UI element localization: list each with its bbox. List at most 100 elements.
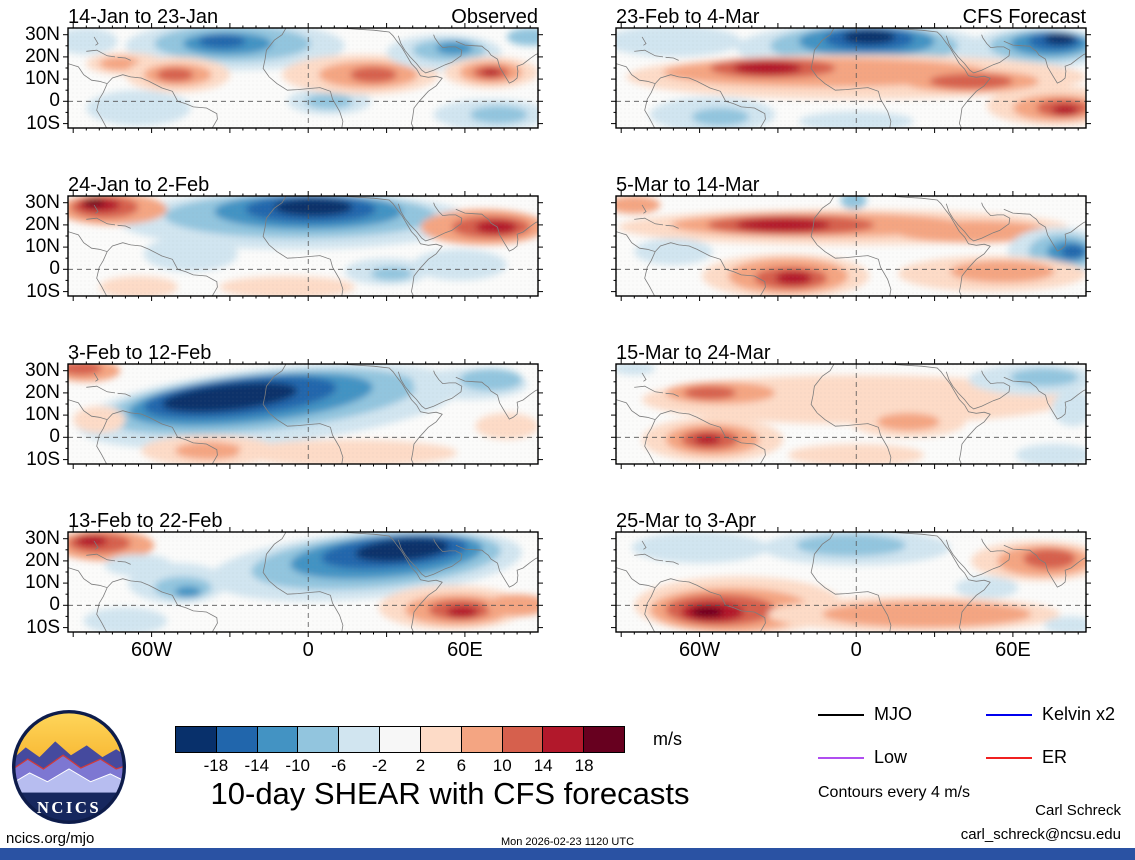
panel-title: 25-Mar to 3-Apr [616, 510, 757, 532]
y-tick-label: 10N [25, 572, 60, 594]
legend-label: Low [874, 747, 908, 767]
y-axis-labels: 30N 20N 10N 0 10S [18, 191, 68, 301]
legend-label: MJO [874, 704, 912, 724]
y-tick-label: 20N [25, 381, 60, 403]
y-tick-label: 20N [25, 549, 60, 571]
panel-badge: Observed [451, 6, 538, 28]
legend-line-icon [986, 713, 1032, 716]
contours-note: Contours every 4 m/s [818, 784, 971, 801]
colorbar-cell [380, 727, 421, 752]
colorbar-cell [420, 727, 462, 752]
colorbar-cell [339, 727, 381, 752]
x-axis-labels: 60W 0 60E [616, 632, 1086, 661]
x-axis-labels: 60W 0 60E [68, 632, 538, 661]
y-tick-label: 10N [25, 68, 60, 90]
panel-title: 24-Jan to 2-Feb [68, 174, 210, 196]
colorbar: -18 -14 -10 -6 -2 2 6 10 14 18 m/s [175, 726, 682, 775]
y-tick-label: 20N [25, 45, 60, 67]
colorbar-cell [543, 727, 585, 752]
panel-title: 3-Feb to 12-Feb [68, 342, 212, 364]
y-tick-label: 30N [25, 191, 60, 213]
y-tick-label: 10N [25, 404, 60, 426]
y-tick-label: 0 [49, 90, 60, 112]
panel-body [611, 527, 1091, 637]
x-tick-label: 0 [302, 639, 314, 661]
y-axis-labels: 30N 20N 10N 0 10S [18, 359, 68, 469]
panel-header: 5-Mar to 14-Mar [616, 172, 1086, 196]
y-tick-label: 20N [25, 213, 60, 235]
colorbar-tick-label: 10 [492, 756, 512, 775]
footer-site-link[interactable]: ncics.org/mjo [6, 830, 95, 847]
legend-item-low: Low [818, 747, 986, 768]
panel-body: 30N 20N 10N 0 10S [18, 23, 543, 133]
colorbar-tick-label: 2 [415, 756, 426, 775]
panel-header: 23-Feb to 4-Mar CFS Forecast [616, 4, 1086, 28]
y-tick-label: 10S [26, 448, 60, 470]
legend-line-icon [818, 756, 864, 759]
y-tick-label: 30N [25, 359, 60, 381]
panel-0: 14-Jan to 23-Jan Observed 30N 20N 10N 0 10S [18, 4, 543, 133]
x-tick-label: 60E [995, 639, 1031, 661]
credit-name: Carl Schreck [1035, 802, 1121, 819]
legend-line-icon [818, 713, 864, 716]
map-panel-image [611, 191, 1091, 301]
colorbar-cell [257, 727, 299, 752]
colorbar-cell [298, 727, 340, 752]
logo-text: NCICS [37, 798, 101, 817]
colorbar-tick-label: -14 [244, 756, 270, 775]
panel-5: 15-Mar to 24-Mar [611, 340, 1091, 469]
map-panel-image [63, 359, 543, 469]
panel-header: 14-Jan to 23-Jan Observed [68, 4, 538, 28]
legend-item-er: ER [986, 747, 1135, 768]
colorbar-bar [175, 726, 625, 753]
colorbar-cell [461, 727, 503, 752]
footer-bar [0, 848, 1135, 860]
x-tick-label: 0 [850, 639, 862, 661]
panel-3: 5-Mar to 14-Mar [611, 172, 1091, 301]
y-tick-label: 10S [26, 112, 60, 134]
colorbar-cell [502, 727, 544, 752]
legend-label: Kelvin x2 [1042, 704, 1116, 724]
legend-item-kelvin-x2: Kelvin x2 [986, 704, 1135, 725]
panel-title: 5-Mar to 14-Mar [616, 174, 760, 196]
map-panel-image [63, 23, 543, 133]
colorbar-tick-label: 18 [574, 756, 594, 775]
panels-grid: 14-Jan to 23-Jan Observed 30N 20N 10N 0 10S 23-… [18, 4, 1091, 661]
panel-title: 13-Feb to 22-Feb [68, 510, 223, 532]
panel-body [611, 191, 1091, 301]
y-tick-label: 0 [49, 426, 60, 448]
legend-label: ER [1042, 747, 1068, 767]
colorbar-tick-label: 6 [456, 756, 467, 775]
y-tick-label: 10S [26, 280, 60, 302]
legend-line-icon [986, 756, 1032, 759]
panel-title: 23-Feb to 4-Mar [616, 6, 760, 28]
panel-body [611, 359, 1091, 469]
map-panel-image [63, 527, 543, 637]
panel-4: 3-Feb to 12-Feb 30N 20N 10N 0 10S [18, 340, 543, 469]
panel-2: 24-Jan to 2-Feb 30N 20N 10N 0 10S [18, 172, 543, 301]
legend-item-mjo: MJO [818, 704, 986, 725]
colorbar-tick-label: 14 [533, 756, 553, 775]
ncics-logo-icon: NCICS [11, 709, 127, 825]
panel-body: 30N 20N 10N 0 10S [18, 359, 543, 469]
panel-1: 23-Feb to 4-Mar CFS Forecast [611, 4, 1091, 133]
credit-email[interactable]: carl_schreck@ncsu.edu [960, 826, 1121, 843]
colorbar-tick-label: -10 [285, 756, 311, 775]
colorbar-cell [216, 727, 258, 752]
x-tick-label: 60W [130, 639, 173, 661]
colorbar-cell [584, 727, 624, 752]
map-panel-image [611, 527, 1091, 637]
panel-6: 13-Feb to 22-Feb 30N 20N 10N 0 10S 60W 0 60E [18, 508, 543, 661]
panel-body [611, 23, 1091, 133]
panel-body: 30N 20N 10N 0 10S [18, 527, 543, 637]
panel-title: 14-Jan to 23-Jan [68, 6, 219, 28]
map-panel-image [63, 191, 543, 301]
y-tick-label: 10N [25, 236, 60, 258]
colorbar-labels: -18 -14 -10 -6 -2 2 6 10 14 18 [175, 753, 625, 775]
y-tick-label: 30N [25, 23, 60, 45]
y-tick-label: 0 [49, 594, 60, 616]
x-tick-label: 60E [447, 639, 483, 661]
colorbar-unit: m/s [653, 729, 682, 749]
map-panel-image [611, 359, 1091, 469]
panel-header: 24-Jan to 2-Feb [68, 172, 538, 196]
